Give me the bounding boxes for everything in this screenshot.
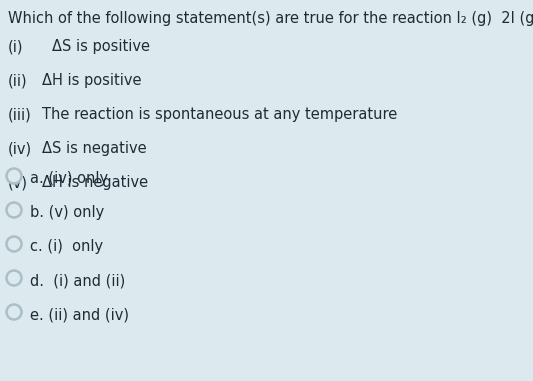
Circle shape <box>6 202 21 218</box>
Text: (iv): (iv) <box>8 141 32 156</box>
Text: d.  (i) and (ii): d. (i) and (ii) <box>30 273 125 288</box>
Text: b. (v) only: b. (v) only <box>30 205 104 220</box>
Text: (iii): (iii) <box>8 107 32 122</box>
Text: (v): (v) <box>8 175 28 190</box>
Text: a. (iv) only: a. (iv) only <box>30 171 108 186</box>
Text: ΔH is positive: ΔH is positive <box>42 73 141 88</box>
Text: ΔH is negative: ΔH is negative <box>42 175 148 190</box>
Text: (i): (i) <box>8 39 23 54</box>
Text: ΔS is negative: ΔS is negative <box>42 141 147 156</box>
Text: e. (ii) and (iv): e. (ii) and (iv) <box>30 307 129 322</box>
Circle shape <box>6 237 21 251</box>
Text: The reaction is spontaneous at any temperature: The reaction is spontaneous at any tempe… <box>42 107 397 122</box>
Circle shape <box>6 304 21 320</box>
Text: Which of the following statement(s) are true for the reaction I₂ (g)  2I (g)?: Which of the following statement(s) are … <box>8 11 533 26</box>
Text: c. (i)  only: c. (i) only <box>30 239 103 254</box>
Text: (ii): (ii) <box>8 73 28 88</box>
Circle shape <box>6 168 21 184</box>
Circle shape <box>6 271 21 285</box>
Text: ΔS is positive: ΔS is positive <box>52 39 150 54</box>
